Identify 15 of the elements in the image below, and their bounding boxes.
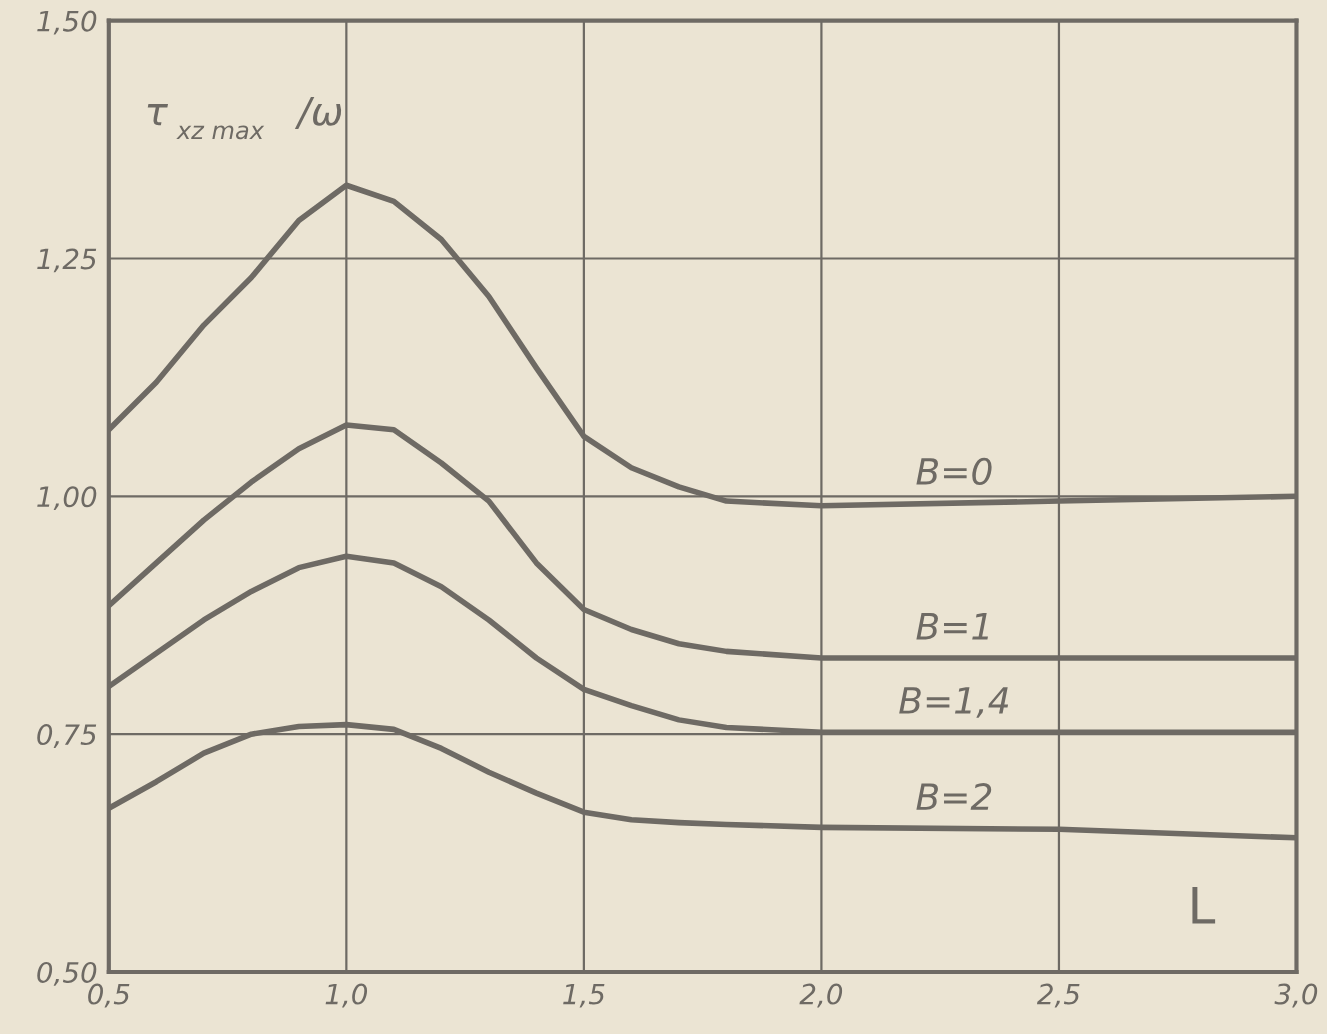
x-tick-label: 1,5 — [563, 983, 605, 1008]
x-tick-label: 3,0 — [1274, 983, 1318, 1008]
x-axis-title: L — [1192, 887, 1216, 924]
y-tick-label: 1,00 — [37, 486, 97, 511]
text: τxz max/ω — [147, 96, 342, 140]
series-label: B=2 — [916, 783, 992, 810]
x-tick-label: 2,5 — [1036, 983, 1080, 1008]
x-tick-label: 1,0 — [325, 983, 368, 1008]
y-tick-label: 1,50 — [37, 10, 97, 35]
series-label: B=0 — [916, 457, 992, 486]
y-tick-label: 0,75 — [37, 724, 97, 748]
series-label: B=1 — [916, 613, 988, 640]
series-label: B=1,4 — [899, 687, 1009, 718]
y-tick-label: 1,25 — [37, 248, 97, 273]
x-tick-label: 2,0 — [799, 983, 843, 1008]
